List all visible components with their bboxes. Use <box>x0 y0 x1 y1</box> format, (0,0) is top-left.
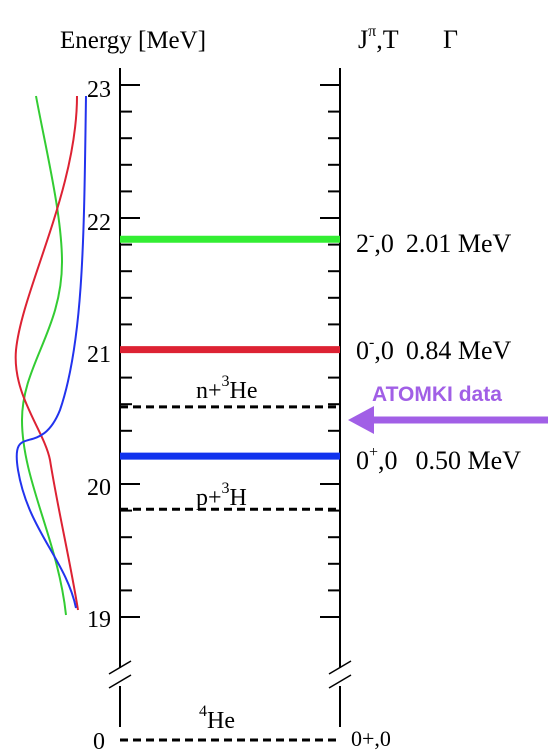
threshold-n-sup: 3 <box>222 373 230 390</box>
level-label-0plus: 0+,0 0.50 MeV <box>356 444 521 475</box>
ground-state-sup: 4 <box>199 703 207 720</box>
tick-label-21: 21 <box>87 342 111 368</box>
level-2minus-j: 2 <box>356 229 369 258</box>
jpi-t-title-suffix: ,T <box>376 25 399 54</box>
atomki-data-label: ATOMKI data <box>372 383 502 406</box>
tick-label-20: 20 <box>87 475 111 501</box>
jpi-t-title-superscript: π <box>368 23 376 40</box>
threshold-label-p-3h: p+3H <box>196 480 247 511</box>
atomki-arrow <box>348 406 548 434</box>
axis-break-left <box>108 660 132 689</box>
tick-label-23: 23 <box>87 77 111 103</box>
jpi-t-title-j: J <box>358 25 368 54</box>
tick-label-19: 19 <box>87 607 111 633</box>
curve-0minus-red <box>14 95 79 611</box>
level-0plus-width: 0.50 MeV <box>416 446 522 475</box>
curve-0plus-blue <box>15 95 87 609</box>
ground-state-rest: He <box>207 708 235 734</box>
level-0plus-parity: + <box>369 444 378 461</box>
gamma-title: Γ <box>443 25 458 54</box>
jpi-t-title: Jπ,T <box>358 23 399 54</box>
ground-state-label: 4He <box>199 703 235 734</box>
threshold-n-rest: He <box>230 378 258 404</box>
level-0minus-parity: - <box>369 334 374 351</box>
level-label-2minus: 2-,0 2.01 MeV <box>356 227 511 258</box>
level-0minus-t: ,0 <box>374 336 394 365</box>
energy-axis-title: Energy [MeV] <box>60 27 206 54</box>
level-0plus-t: ,0 <box>378 446 398 475</box>
level-2minus-t: ,0 <box>374 229 394 258</box>
threshold-p-sup: 3 <box>222 480 230 497</box>
threshold-label-n-3he: n+3He <box>196 373 258 404</box>
axis-break-right <box>328 660 352 689</box>
level-0minus-width: 0.84 MeV <box>406 336 512 365</box>
level-0minus-j: 0 <box>356 336 369 365</box>
level-label-0minus: 0-,0 0.84 MeV <box>356 334 511 365</box>
level-2minus-parity: - <box>369 227 374 244</box>
level-0plus-j: 0 <box>356 446 369 475</box>
atomki-arrow-head <box>348 406 374 434</box>
level-2minus-width: 2.01 MeV <box>406 229 512 258</box>
threshold-n-main: n+ <box>196 378 222 404</box>
tick-label-22: 22 <box>87 210 111 236</box>
threshold-p-rest: H <box>230 485 247 511</box>
tick-label-0: 0 <box>93 729 105 750</box>
threshold-p-main: p+ <box>196 485 222 511</box>
ground-state-quantum-numbers: 0+,0 <box>351 726 391 750</box>
curve-2minus-green <box>20 95 67 616</box>
